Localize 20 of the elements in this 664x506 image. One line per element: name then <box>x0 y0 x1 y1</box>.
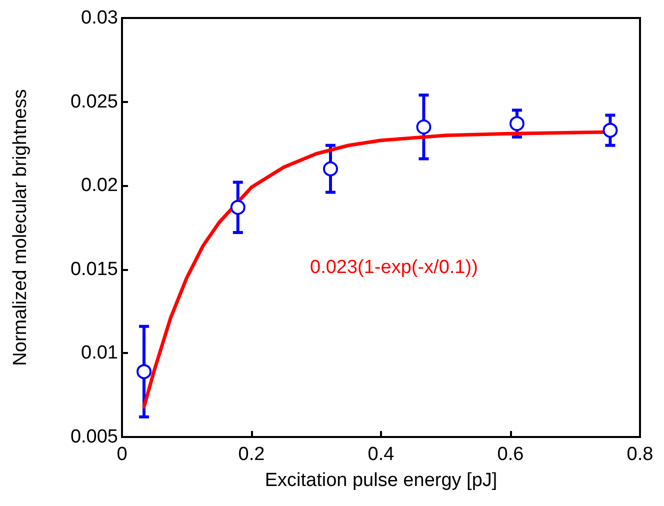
y-tick-label: 0.03 <box>81 8 118 28</box>
point <box>509 116 524 132</box>
y-tick-label: 0.005 <box>70 426 118 448</box>
x-tick-label: 0.6 <box>497 444 524 465</box>
y-tick-label: 0.025 <box>70 91 118 112</box>
x-tick-label: 0.4 <box>368 444 395 465</box>
y-tick-label: 0.02 <box>81 175 118 196</box>
point <box>416 119 432 134</box>
point <box>323 161 338 176</box>
point <box>136 364 152 380</box>
y-tick-label: 0.015 <box>70 258 118 280</box>
point <box>602 122 618 138</box>
point <box>230 200 246 215</box>
x-tick-label: 0.8 <box>626 444 654 465</box>
y-tick-label: 0.01 <box>81 342 118 364</box>
x-axis-title: Excitation pulse energy [pJ] <box>264 470 498 491</box>
y-axis-title: Normalized molecular brightness <box>10 89 31 366</box>
x-tick-label: 0 <box>116 444 128 465</box>
annotation: 0.023(1-exp(-x/0.1)) <box>310 257 478 278</box>
x-tick-label: 0.2 <box>238 444 265 465</box>
